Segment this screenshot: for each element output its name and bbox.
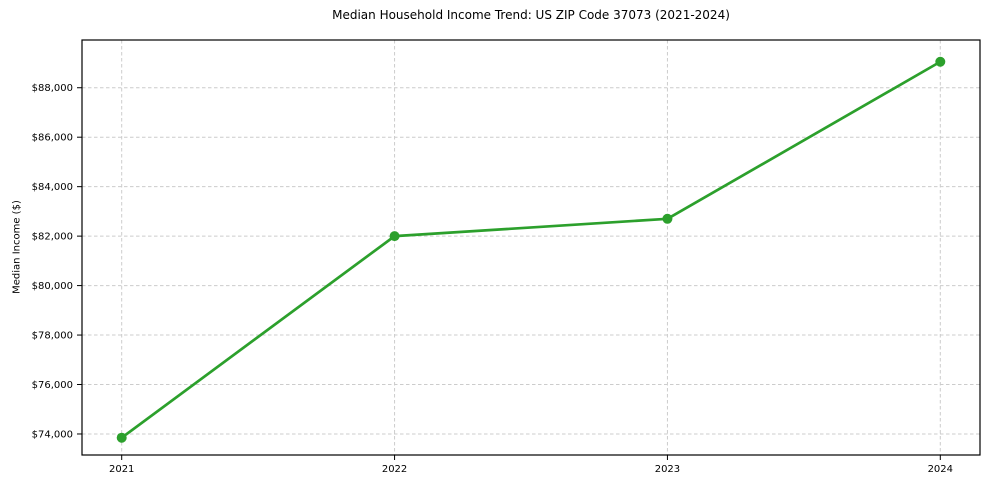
- x-tick-label: 2024: [928, 464, 953, 475]
- data-point-marker: [662, 213, 673, 224]
- axes-box: [81, 39, 981, 456]
- y-tick-label: $88,000: [32, 83, 73, 94]
- x-tick-label: 2022: [382, 464, 407, 475]
- y-tick-label: $76,000: [32, 380, 73, 391]
- income-trend-line: [120, 60, 942, 440]
- y-tick-label: $74,000: [32, 429, 73, 440]
- x-tick-label: 2021: [109, 464, 134, 475]
- chart-title: Median Household Income Trend: US ZIP Co…: [332, 8, 730, 22]
- data-point-marker: [389, 231, 400, 242]
- data-point-marker: [935, 56, 946, 67]
- y-tick-label: $84,000: [32, 182, 73, 193]
- y-tick-label: $80,000: [32, 281, 73, 292]
- y-tick-label: $86,000: [32, 133, 73, 144]
- y-tick-label: $78,000: [32, 331, 73, 342]
- y-tick-label: $82,000: [32, 232, 73, 243]
- x-tick-label: 2023: [655, 464, 680, 475]
- data-point-marker: [116, 432, 127, 443]
